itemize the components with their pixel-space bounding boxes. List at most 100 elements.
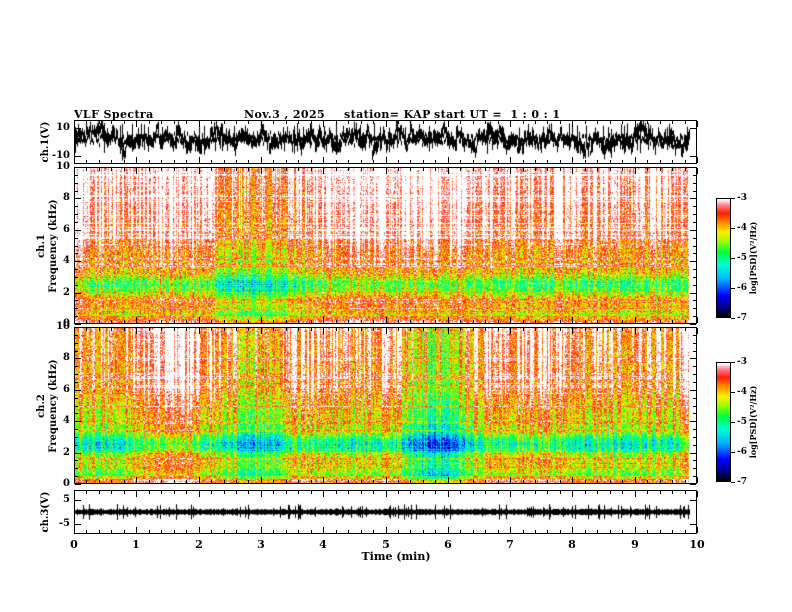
- axis-tick: [685, 320, 686, 323]
- axis-tick: [635, 168, 636, 174]
- axis-tick: [199, 477, 200, 483]
- axis-tick: [298, 160, 299, 163]
- axis-tick: [485, 328, 486, 331]
- axis-tick: [423, 168, 424, 171]
- axis-tick: [597, 480, 598, 483]
- axis-tick: [336, 320, 337, 323]
- axis-tick: [273, 121, 274, 124]
- axis-tick: [693, 343, 696, 344]
- axis-tick: [74, 157, 75, 163]
- axis-tick: [498, 121, 499, 124]
- axis-tick: [348, 160, 349, 163]
- axis-tick: [697, 168, 698, 174]
- axis-tick: [610, 121, 611, 124]
- axis-tick: [610, 530, 611, 533]
- axis-tick: [398, 480, 399, 483]
- axis-tick: [473, 320, 474, 323]
- axis-tick: [460, 491, 461, 494]
- axis-tick: [261, 157, 262, 163]
- axis-tick: [361, 491, 362, 494]
- axis-tick: [224, 530, 225, 533]
- axis-tick: [149, 168, 150, 171]
- axis-tick: [386, 121, 387, 127]
- axis-tick: [693, 300, 696, 301]
- axis-tick: [690, 524, 696, 525]
- axis-tick: [386, 157, 387, 163]
- axis-tick: [693, 351, 696, 352]
- axis-tick: [610, 328, 611, 331]
- axis-tick: [547, 160, 548, 163]
- axis-tick: [693, 308, 696, 309]
- axis-tick: [74, 491, 75, 497]
- axis-tick: [336, 491, 337, 494]
- axis-tick: [610, 160, 611, 163]
- axis-tick: [498, 480, 499, 483]
- axis-tick: [690, 358, 696, 359]
- axis-tick: [75, 175, 78, 176]
- axis-tick: [560, 320, 561, 323]
- axis-tick: [248, 480, 249, 483]
- axis-tick: [75, 358, 81, 359]
- axis-tick: [174, 530, 175, 533]
- axis-tick: [124, 121, 125, 124]
- axis-tick: [361, 480, 362, 483]
- axis-tick: [224, 121, 225, 124]
- axis-tick: [510, 317, 511, 323]
- axis-tick: [186, 320, 187, 323]
- axis-tick: [697, 317, 698, 323]
- axis-tick: [386, 317, 387, 323]
- axis-tick: [523, 160, 524, 163]
- axis-tick: [348, 168, 349, 171]
- axis-tick: [386, 527, 387, 533]
- axis-tick: [672, 121, 673, 124]
- axis-tick: [690, 421, 696, 422]
- axis-tick: [75, 335, 78, 336]
- axis-tick: [298, 491, 299, 494]
- axis-tick: [74, 527, 75, 533]
- colorbar-tick-label: -5: [737, 417, 747, 427]
- axis-tick: [685, 530, 686, 533]
- axis-tick: [672, 491, 673, 494]
- axis-tick: [111, 160, 112, 163]
- axis-tick: [560, 160, 561, 163]
- axis-tick-label: 5: [63, 494, 70, 505]
- axis-tick: [248, 168, 249, 171]
- axis-tick: [510, 491, 511, 497]
- axis-tick: [386, 168, 387, 174]
- axis-tick: [693, 429, 696, 430]
- axis-tick: [398, 168, 399, 171]
- axis-tick: [311, 121, 312, 124]
- axis-tick: [448, 121, 449, 127]
- axis-tick: [186, 530, 187, 533]
- axis-tick: [236, 320, 237, 323]
- axis-tick: [75, 366, 78, 367]
- axis-tick: [186, 328, 187, 331]
- panel-ch2-spectrogram: [74, 327, 697, 484]
- axis-tick: [224, 491, 225, 494]
- axis-tick: [199, 157, 200, 163]
- axis-tick: [75, 214, 78, 215]
- axis-tick: [697, 527, 698, 533]
- axis-tick: [323, 527, 324, 533]
- axis-tick: [161, 530, 162, 533]
- axis-tick: [693, 246, 696, 247]
- axis-tick: [286, 480, 287, 483]
- axis-tick: [498, 168, 499, 171]
- axis-tick: [373, 328, 374, 331]
- axis-tick: [597, 491, 598, 494]
- colorbar-title-ch2: log[PSD](V²/Hz): [748, 385, 758, 459]
- axis-tick: [261, 317, 262, 323]
- axis-tick: [572, 157, 573, 163]
- axis-tick: [597, 328, 598, 331]
- axis-tick: [585, 320, 586, 323]
- axis-tick: [75, 253, 78, 254]
- axis-tick: [547, 491, 548, 494]
- axis-tick: [585, 160, 586, 163]
- axis-tick: [174, 160, 175, 163]
- axis-tick: [660, 160, 661, 163]
- axis-tick-label: 8: [568, 538, 576, 551]
- axis-tick-label: 1: [132, 538, 140, 551]
- axis-tick: [224, 160, 225, 163]
- colorbar-tick-label: -4: [737, 223, 747, 233]
- axis-tick: [386, 491, 387, 497]
